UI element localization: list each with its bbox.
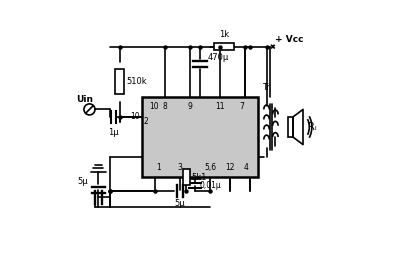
Text: 12: 12 — [225, 163, 235, 172]
Text: 0,01µ: 0,01µ — [200, 181, 221, 190]
Text: 9: 9 — [188, 102, 192, 112]
Text: 1: 1 — [156, 163, 161, 172]
Text: Rₗ: Rₗ — [308, 122, 317, 132]
Text: Tr.: Tr. — [262, 83, 272, 92]
Text: 3: 3 — [178, 163, 182, 172]
Text: 1k: 1k — [220, 30, 230, 39]
Text: 1µ: 1µ — [108, 128, 119, 137]
Bar — [115, 69, 124, 94]
Bar — [288, 117, 293, 137]
Bar — [183, 169, 190, 185]
Text: 5k1: 5k1 — [191, 173, 206, 182]
Bar — [214, 43, 234, 50]
Polygon shape — [293, 109, 303, 145]
Text: 7: 7 — [239, 102, 244, 112]
Text: 8: 8 — [162, 102, 167, 112]
Text: 11: 11 — [215, 102, 225, 112]
Text: 10: 10 — [149, 102, 158, 112]
Text: 2: 2 — [144, 118, 148, 126]
Text: + Vcc: + Vcc — [275, 35, 304, 44]
Text: 5,6: 5,6 — [204, 163, 216, 172]
Text: 5µ: 5µ — [78, 177, 88, 185]
Text: 4: 4 — [244, 163, 249, 172]
Text: 10: 10 — [130, 113, 140, 121]
Text: Uin: Uin — [76, 96, 93, 104]
Bar — [142, 97, 258, 177]
Text: 510k: 510k — [126, 77, 146, 86]
Text: 470µ: 470µ — [208, 53, 229, 62]
Text: 5µ: 5µ — [174, 199, 185, 208]
